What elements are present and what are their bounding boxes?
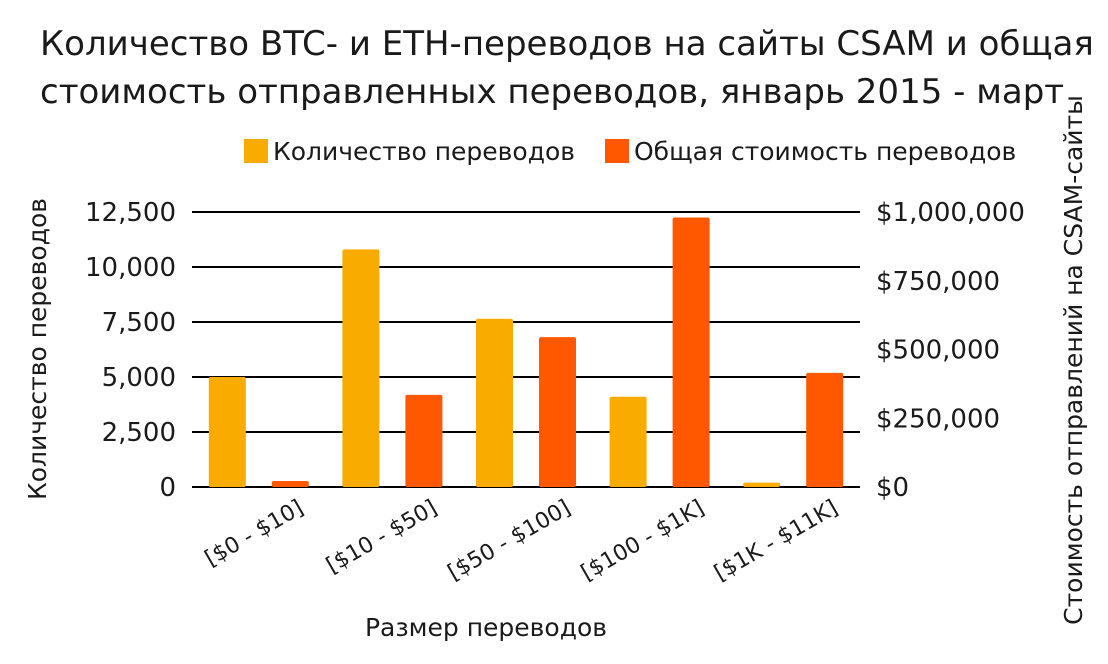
left-axis-tick-label: 5,000 xyxy=(102,363,176,393)
bars xyxy=(208,217,844,487)
x-axis-category-label: [$0 - $10] xyxy=(201,496,308,572)
right-axis-tick-label: $0 xyxy=(876,473,909,503)
chart-title: Количество BTC- и ETH-переводов на сайты… xyxy=(40,24,1094,112)
left-axis-ticks: 0 2,500 5,000 7,500 10,000 12,500 xyxy=(85,198,176,503)
right-axis-tick-label: $500,000 xyxy=(876,336,1000,366)
bar-value xyxy=(405,394,443,487)
legend-swatch-count xyxy=(244,139,268,163)
bar-value xyxy=(271,480,309,487)
bar-count xyxy=(743,482,781,487)
right-axis-tick-label: $250,000 xyxy=(876,404,1000,434)
x-axis-category-label: [$50 - $100] xyxy=(444,496,575,586)
right-axis-tick-label: $750,000 xyxy=(876,267,1000,297)
legend-label-count: Количество переводов xyxy=(273,137,575,166)
left-axis-tick-label: 7,500 xyxy=(102,308,176,338)
right-axis-ticks: $0 $250,000 $500,000 $750,000 $1,000,000 xyxy=(876,198,1025,503)
x-axis-title: Размер переводов xyxy=(365,613,607,642)
left-axis-title: Количество переводов xyxy=(23,198,52,500)
x-axis-category-labels: [$0 - $10] [$10 - $50] [$50 - $100] [$100 -… xyxy=(201,496,842,587)
legend: Количество переводов Общая стоимость пер… xyxy=(244,137,1016,166)
bar-value xyxy=(539,337,576,487)
bar-count xyxy=(208,377,246,487)
chart-title-line-1: Количество BTC- и ETH-переводов на сайты… xyxy=(40,24,1094,64)
bar-value xyxy=(806,372,844,487)
x-axis-category-label: [$1K - $11K] xyxy=(710,496,842,587)
chart-title-line-2: стоимость отправленных переводов, январь… xyxy=(40,72,1064,112)
x-axis-category-label: [$10 - $50] xyxy=(322,496,441,579)
left-axis-tick-label: 12,500 xyxy=(85,198,176,228)
left-axis-tick-label: 10,000 xyxy=(85,253,176,283)
bar-count xyxy=(476,318,513,487)
legend-label-value: Общая стоимость переводов xyxy=(634,137,1016,166)
legend-swatch-value xyxy=(605,139,629,163)
left-axis-tick-label: 2,500 xyxy=(102,418,176,448)
x-axis-category-label: [$100 - $1K] xyxy=(577,496,709,586)
right-axis-tick-label: $1,000,000 xyxy=(876,198,1025,228)
bar-value xyxy=(672,217,710,487)
bar-count xyxy=(609,396,647,487)
gridlines xyxy=(192,211,860,488)
bar-count xyxy=(342,249,380,487)
left-axis-tick-label: 0 xyxy=(159,473,176,503)
right-axis-title: Стоимость отправлений на CSAM-сайты xyxy=(1059,95,1088,625)
